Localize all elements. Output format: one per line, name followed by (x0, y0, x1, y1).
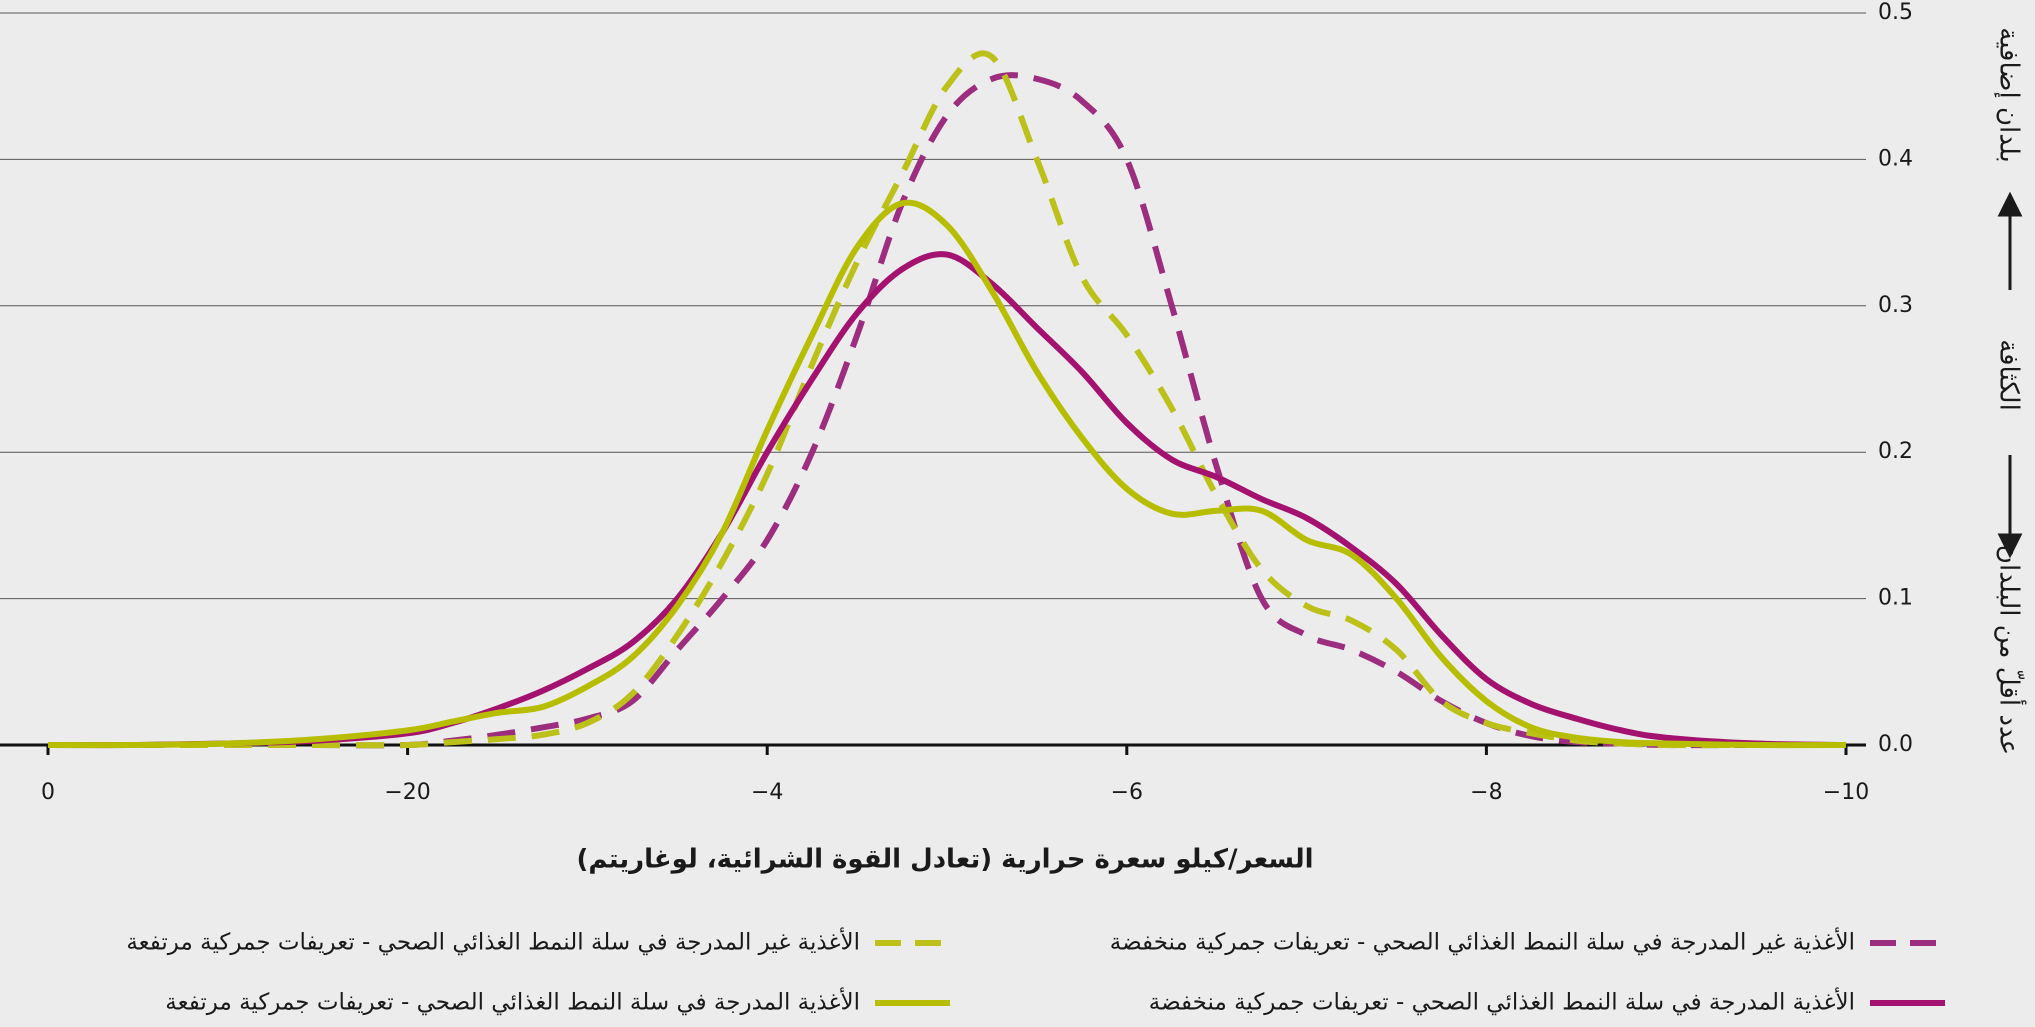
legend-label: الأغذية غير المدرجة في سلة النمط الغذائي… (1110, 928, 1855, 956)
y-tick-label: 0.5 (1878, 0, 1913, 25)
legend-label: الأغذية المدرجة في سلة النمط الغذائي الص… (165, 988, 860, 1016)
solid-line (47, 251, 1847, 749)
y-label-high: بلدان إضافية (1994, 27, 2024, 163)
x-tick-label: 0 (41, 780, 55, 805)
dashed-line (48, 72, 1846, 749)
y-tick-label: 0.4 (1878, 146, 1913, 171)
y-tick-label: 0.1 (1878, 586, 1913, 611)
y-label-low: عدد أقلّ من البلدان (1994, 545, 2028, 755)
legend-label: الأغذية غير المدرجة في سلة النمط الغذائي… (126, 928, 860, 956)
x-axis-title: السعر/كيلو سعرة حرارية (تعادل القوة الشر… (577, 845, 1314, 875)
y-label-mid: الكثافة (1994, 339, 2024, 411)
solid-line (47, 199, 1847, 749)
x-tick-label: −8 (1470, 780, 1502, 805)
x-tick-label: −6 (1111, 780, 1143, 805)
side-arrows (1997, 191, 2023, 559)
legend-label: الأغذية المدرجة في سلة النمط الغذائي الص… (1149, 988, 1855, 1016)
x-tick-label: −10 (1823, 780, 1869, 805)
y-tick-label: 0.2 (1878, 439, 1913, 464)
dashed-line (48, 50, 1846, 749)
y-tick-label: 0.0 (1878, 732, 1913, 757)
y-tick-label: 0.3 (1878, 293, 1913, 318)
x-tick-label: −20 (384, 780, 430, 805)
arrow-down-head (1997, 533, 2023, 559)
x-tick-label: −4 (751, 780, 783, 805)
arrow-up-head (1997, 191, 2023, 217)
